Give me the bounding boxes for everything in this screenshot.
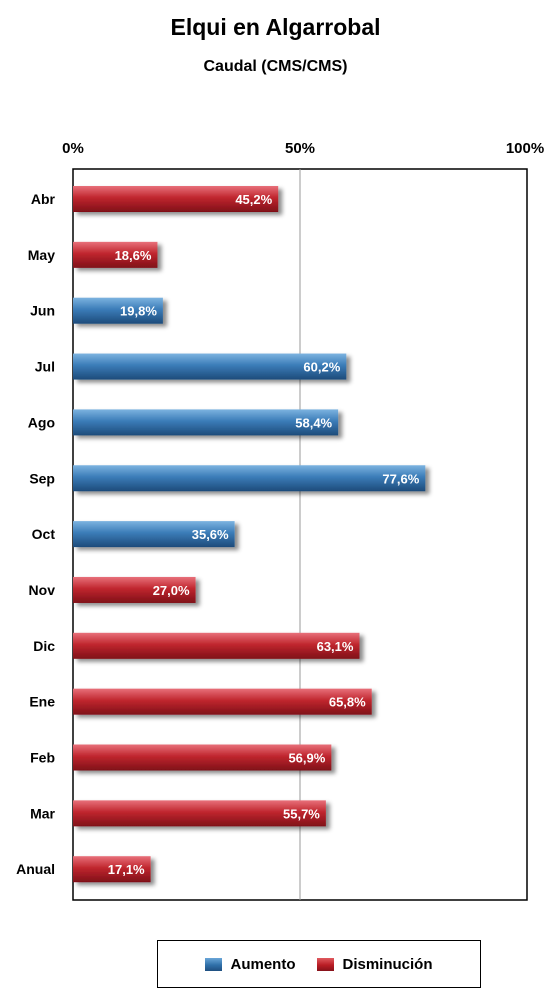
category-label: Sep <box>29 470 55 486</box>
legend-item-aumento: Aumento <box>205 956 295 973</box>
bar-value-label: 18,6% <box>115 248 152 263</box>
legend-label-aumento: Aumento <box>230 955 296 973</box>
x-tick-label: 50% <box>285 140 315 157</box>
category-label: Anual <box>16 861 55 877</box>
bar-value-label: 56,9% <box>288 751 325 766</box>
bar-value-label: 60,2% <box>303 360 340 375</box>
bar-value-label: 55,7% <box>283 806 320 821</box>
legend: Aumento Disminución <box>157 940 481 988</box>
bar-value-label: 35,6% <box>192 527 229 542</box>
category-label: Nov <box>29 582 56 598</box>
category-label: Oct <box>32 526 56 542</box>
x-tick-label: 0% <box>62 140 84 157</box>
bar-value-label: 77,6% <box>382 471 419 486</box>
bar-chart: 0% 50% 100% 45,2% 18,6% 19,8% 60,2% 58,4% 77,6%… <box>16 140 544 901</box>
bar-value-label: 65,8% <box>329 695 366 710</box>
x-tick-label: 100% <box>506 140 544 157</box>
bar-abr <box>73 186 279 212</box>
bar-sep <box>73 465 426 492</box>
bar-value-label: 19,8% <box>120 304 157 319</box>
bar-feb <box>73 744 332 771</box>
legend-item-disminucion: Disminución <box>317 955 433 973</box>
category-label: Feb <box>30 750 55 766</box>
category-label: Ene <box>29 694 55 710</box>
bar-dic <box>73 632 360 659</box>
bar-value-label: 58,4% <box>295 415 332 430</box>
bar-value-label: 63,1% <box>317 639 354 654</box>
bar-mar <box>73 800 326 827</box>
bar-value-label: 17,1% <box>108 862 145 877</box>
category-label: Jul <box>35 359 55 375</box>
legend-swatch-aumento <box>205 957 223 971</box>
bar-ene <box>73 688 372 715</box>
category-label: May <box>28 247 55 263</box>
chart-title: Elqui en Algarrobal <box>170 14 381 40</box>
category-label: Abr <box>31 191 56 207</box>
category-label: Ago <box>28 414 55 430</box>
category-label: Mar <box>30 805 55 821</box>
bar-oct <box>73 521 235 548</box>
bar-anual <box>73 856 151 883</box>
bar-may <box>73 241 158 268</box>
chart-subtitle: Caudal (CMS/CMS) <box>203 58 348 75</box>
category-label: Jun <box>30 303 55 319</box>
bar-nov <box>73 576 196 603</box>
category-label: Dic <box>33 638 55 654</box>
legend-swatch-disminucion <box>317 957 335 971</box>
bar-value-label: 45,2% <box>235 192 272 207</box>
bar-ago <box>73 409 339 436</box>
bar-value-label: 27,0% <box>153 583 190 598</box>
bar-jun <box>73 297 163 324</box>
bar-jul <box>73 353 347 380</box>
legend-label-disminucion: Disminución <box>342 955 433 973</box>
